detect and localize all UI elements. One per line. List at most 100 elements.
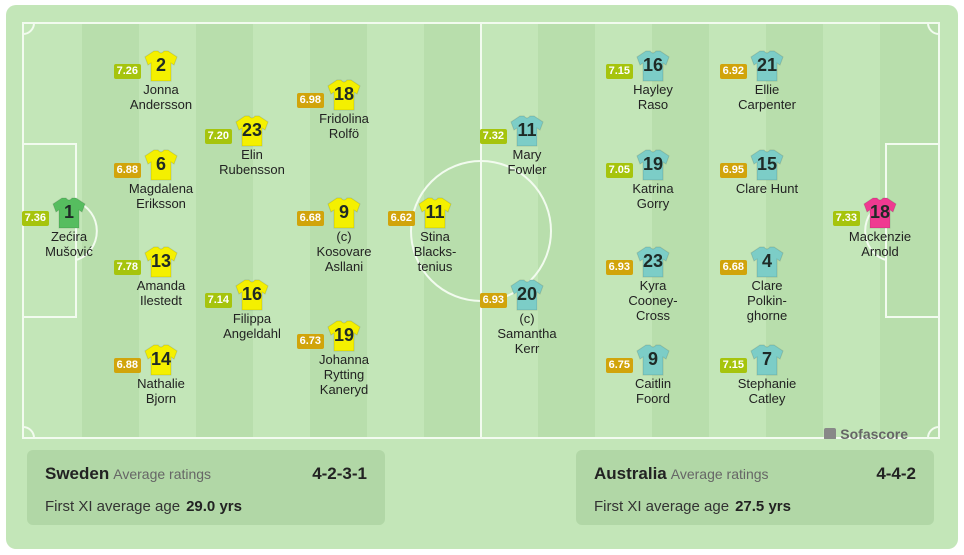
- player-home[interactable]: 18 6.98 Fridolina Rolfö: [289, 77, 399, 141]
- jersey-icon: 19 6.73: [296, 318, 361, 352]
- player-home[interactable]: 2 7.26 Jonna Andersson: [106, 48, 216, 112]
- player-name-line: Kerr: [514, 341, 540, 356]
- jersey-number: 6: [155, 154, 166, 174]
- jersey-icon: 16 7.14: [204, 277, 269, 311]
- jersey-number: 23: [241, 120, 263, 140]
- jersey-icon: 4 6.68: [719, 244, 784, 278]
- jersey-icon: 20 6.93: [479, 277, 544, 311]
- player-home[interactable]: 14 6.88 Nathalie Bjorn: [106, 342, 216, 406]
- player-name-line: Stina: [420, 229, 450, 244]
- player-rating-badge: 7.32: [479, 129, 507, 144]
- jersey-icon: 11 7.32: [479, 113, 544, 147]
- pitch-stripe: [481, 22, 538, 439]
- home-team-card: Sweden Average ratings 4-2-3-1 First XI a…: [27, 450, 385, 525]
- player-rating-badge: 7.15: [605, 64, 633, 79]
- player-home[interactable]: 19 6.73 Johanna Rytting Kaneryd: [289, 318, 399, 397]
- away-team-title: Australia Average ratings: [594, 464, 769, 484]
- player-name-line: Mušović: [45, 244, 93, 259]
- player-home[interactable]: 1 7.36 Zećira Mušović: [22, 195, 124, 259]
- home-avg-ratings-label[interactable]: Average ratings: [113, 466, 212, 482]
- jersey-icon: 19 7.05: [605, 147, 670, 181]
- home-average-age: First XI average age 29.0 yrs: [45, 498, 242, 515]
- jersey-icon: 23 7.20: [204, 113, 269, 147]
- player-away[interactable]: 16 7.15 Hayley Raso: [598, 48, 708, 112]
- player-away[interactable]: 11 7.32 Mary Fowler: [472, 113, 582, 177]
- player-home[interactable]: 23 7.20 Elin Rubensson: [197, 113, 307, 177]
- player-away[interactable]: 4 6.68 Clare Polkin-ghorne: [712, 244, 822, 323]
- jersey-number: 16: [642, 55, 664, 75]
- player-away[interactable]: 18 7.33 Mackenzie Arnold: [825, 195, 935, 259]
- player-name-line: Blacks-: [413, 244, 457, 259]
- pitch-stripe: [253, 22, 310, 439]
- pitch-stripe: [196, 22, 253, 439]
- player-home[interactable]: 16 7.14 Filippa Angeldahl: [197, 277, 307, 341]
- player-away[interactable]: 23 6.93 Kyra Cooney- Cross: [598, 244, 708, 323]
- jersey-number: 19: [642, 154, 664, 174]
- player-away[interactable]: 9 6.75 Caitlin Foord: [598, 342, 708, 406]
- player-name-line: Filippa: [232, 311, 272, 326]
- player-rating-badge: 7.33: [832, 211, 860, 226]
- pitch-markings: [22, 22, 940, 439]
- pitch-stripe: [538, 22, 595, 439]
- jersey-icon: 18 6.98: [296, 77, 361, 111]
- player-name-line: Johanna: [319, 352, 369, 367]
- player-home[interactable]: 11 6.62 Stina Blacks-tenius: [380, 195, 490, 274]
- jersey-number: 11: [425, 202, 445, 222]
- player-rating-badge: 7.78: [113, 260, 141, 275]
- jersey-icon: 16 7.15: [605, 48, 670, 82]
- player-name-line: Elin: [241, 147, 263, 162]
- sofascore-brand: Sofascore: [824, 426, 908, 439]
- away-average-age: First XI average age 27.5 yrs: [594, 498, 791, 515]
- home-formation: 4-2-3-1: [312, 464, 367, 483]
- player-rating-badge: 6.73: [296, 334, 324, 349]
- away-age-value: 27.5 yrs: [735, 498, 791, 515]
- jersey-number: 9: [338, 202, 349, 222]
- jersey-icon: 9 6.68: [296, 195, 361, 229]
- home-team-title: Sweden Average ratings: [45, 464, 211, 484]
- player-name-line: Hayley: [633, 82, 673, 97]
- jersey-number: 18: [869, 202, 891, 222]
- player-name-line: Catley: [748, 391, 786, 406]
- player-away[interactable]: 19 7.05 Katrina Gorry: [598, 147, 708, 211]
- jersey-icon: 15 6.95: [719, 147, 784, 181]
- player-rating-badge: 6.93: [605, 260, 633, 275]
- jersey-number: 13: [150, 251, 172, 271]
- player-name-line: Foord: [636, 391, 670, 406]
- player-away[interactable]: 21 6.92 Ellie Carpenter: [712, 48, 822, 112]
- player-name-line: Asllani: [324, 259, 364, 274]
- player-name-line: Cooney-: [628, 293, 678, 308]
- pitch-stripe: [22, 22, 82, 439]
- away-avg-ratings-label[interactable]: Average ratings: [670, 466, 769, 482]
- player-name-line: Clare Hunt: [735, 181, 799, 196]
- player-away[interactable]: 15 6.95 Clare Hunt: [712, 147, 822, 196]
- player-name-line: Clare: [751, 278, 783, 293]
- player-name-line: (c): [519, 311, 535, 326]
- player-home[interactable]: 6 6.88 Magdalena Eriksson: [106, 147, 216, 211]
- player-away[interactable]: 7 7.15 Stephanie Catley: [712, 342, 822, 406]
- away-formation: 4-4-2: [876, 464, 916, 483]
- player-rating-badge: 7.20: [204, 129, 232, 144]
- away-age-label: First XI average age: [594, 498, 730, 515]
- jersey-number: 9: [647, 349, 658, 369]
- jersey-icon: 23 6.93: [605, 244, 670, 278]
- player-name-line: Ellie: [754, 82, 780, 97]
- player-home[interactable]: 13 7.78 Amanda Ilestedt: [106, 244, 216, 308]
- player-name-line: Ilestedt: [140, 293, 182, 308]
- jersey-icon: 1 7.36: [22, 195, 86, 229]
- player-away[interactable]: 20 6.93 (c) Samantha Kerr: [472, 277, 582, 356]
- player-rating-badge: 7.15: [719, 358, 747, 373]
- jersey-icon: 14 6.88: [113, 342, 178, 376]
- player-home[interactable]: 9 6.68 (c) Kosovare Asllani: [289, 195, 399, 274]
- jersey-number: 20: [516, 284, 538, 304]
- player-name-line: Arnold: [861, 244, 899, 259]
- jersey-number: 15: [756, 154, 778, 174]
- player-name-line: Katrina: [632, 181, 674, 196]
- jersey-number: 2: [155, 55, 166, 75]
- player-rating-badge: 6.92: [719, 64, 747, 79]
- player-name-line: Fridolina: [319, 111, 369, 126]
- player-rating-badge: 6.93: [479, 293, 507, 308]
- player-name-line: Angeldahl: [223, 326, 281, 341]
- player-name-line: Bjorn: [145, 391, 177, 406]
- player-name-line: Rytting: [323, 367, 365, 382]
- player-name-line: Zećira: [50, 229, 88, 244]
